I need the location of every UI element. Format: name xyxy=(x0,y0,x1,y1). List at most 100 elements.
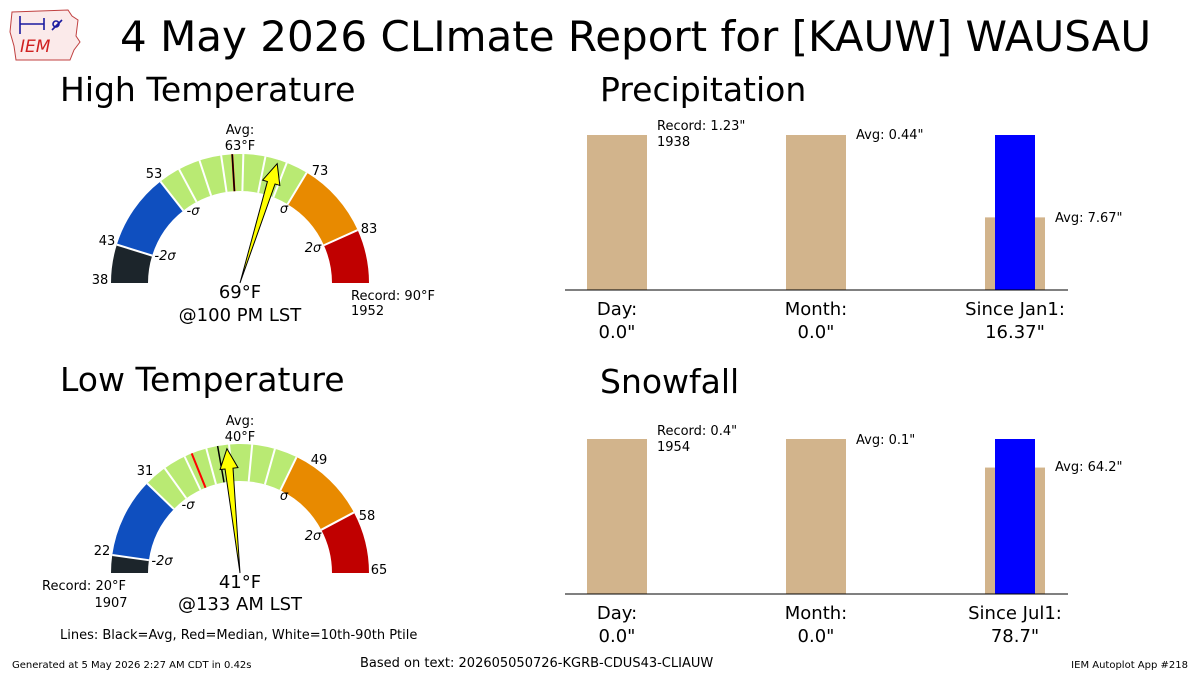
percentile-line xyxy=(183,456,202,491)
tick-label: 83 xyxy=(361,222,378,237)
tick-label: 65 xyxy=(371,563,388,578)
band-divider-line xyxy=(112,554,150,562)
avg-label: Avg: xyxy=(226,414,254,429)
gauge-band xyxy=(323,230,369,283)
high-temp-title: High Temperature xyxy=(60,70,356,109)
needle-arrow xyxy=(219,447,241,574)
band-divider-line xyxy=(286,172,308,205)
observed-bar xyxy=(995,135,1035,290)
gauge-band xyxy=(287,172,358,246)
gauge-band xyxy=(321,512,369,573)
gauge-percentile-lines xyxy=(116,154,359,257)
record-label: Record: 20°F xyxy=(42,579,126,594)
category-label: Month: xyxy=(785,603,847,624)
footer-source: Based on text: 202605050726-KGRB-CDUS43-… xyxy=(360,656,714,671)
high-temp-gauge: Avg: 63°F 38 43 53 73 83 -2σ -σ σ 2σ 69°… xyxy=(92,123,435,326)
precip-title: Precipitation xyxy=(600,70,807,109)
bar-annotation: Avg: 0.44" xyxy=(856,128,924,143)
tick-label: 53 xyxy=(146,167,163,182)
category-value: 78.7" xyxy=(991,626,1039,647)
tick-label: 73 xyxy=(312,164,329,179)
low-temp-gauge: Avg: 40°F 22 31 49 58 65 -2σ -σ σ 2σ 41°… xyxy=(42,414,388,615)
sigma-label: σ xyxy=(280,202,289,217)
gauge-band xyxy=(147,444,297,510)
category-label: Month: xyxy=(785,299,847,320)
band-divider-line xyxy=(146,482,175,510)
tick-label: 22 xyxy=(94,544,111,559)
percentile-line xyxy=(241,154,245,192)
sigma-label: -σ xyxy=(182,498,196,513)
gauge-bands xyxy=(111,444,369,573)
bar-annotation: Avg: 64.2" xyxy=(1055,460,1123,475)
record-year: 1952 xyxy=(351,304,384,319)
lines-legend-note: Lines: Black=Avg, Red=Median, White=10th… xyxy=(60,628,418,643)
observed-reading: 69°F xyxy=(219,282,261,303)
avg-value: 40°F xyxy=(225,430,256,445)
footer-app: IEM Autoplot App #218 xyxy=(1071,660,1188,671)
reference-bar xyxy=(786,135,846,290)
bar-annotation: 1938 xyxy=(657,135,690,150)
band-divider-line xyxy=(159,180,185,212)
gauge-needle xyxy=(239,162,281,284)
footer-generated: Generated at 5 May 2026 2:27 AM CDT in 0… xyxy=(12,660,252,671)
bar-annotation: 1954 xyxy=(657,440,690,455)
percentile-line xyxy=(247,444,254,482)
gauge-needle xyxy=(219,447,241,574)
gauge-band xyxy=(280,457,354,530)
avg-value: 63°F xyxy=(225,139,256,154)
category-value: 0.0" xyxy=(599,322,636,343)
percentile-line xyxy=(272,162,288,198)
band-divider-line xyxy=(320,511,355,531)
category-value: 0.0" xyxy=(798,322,835,343)
tick-label: 31 xyxy=(137,464,154,479)
low-temp-title: Low Temperature xyxy=(60,360,345,399)
category-value: 0.0" xyxy=(599,626,636,647)
iem-logo: IEM xyxy=(9,9,81,61)
tick-label: 38 xyxy=(92,273,109,288)
sigma-label: -2σ xyxy=(154,249,176,264)
snow-title: Snowfall xyxy=(600,362,740,401)
gauge-band xyxy=(111,244,153,283)
gauge-band xyxy=(112,483,174,561)
category-value: 16.37" xyxy=(985,322,1045,343)
needle-arrow xyxy=(239,162,281,284)
record-year: 1907 xyxy=(94,596,127,611)
percentile-line xyxy=(178,168,198,203)
percentile-line xyxy=(163,467,188,499)
sigma-label: 2σ xyxy=(305,529,322,544)
average-line xyxy=(216,445,225,483)
category-label: Day: xyxy=(597,299,637,320)
band-divider-line xyxy=(279,456,298,491)
average-line xyxy=(231,154,236,192)
gauge-band xyxy=(116,181,184,256)
gauge-bands xyxy=(111,154,369,283)
percentile-line xyxy=(220,155,228,193)
reference-bar xyxy=(786,439,846,594)
tick-label: 43 xyxy=(99,234,116,249)
iowa-outline-icon xyxy=(9,9,81,61)
observed-time: @133 AM LST xyxy=(178,594,303,615)
percentile-line xyxy=(198,160,213,196)
record-label: Record: 90°F xyxy=(351,289,435,304)
category-value: 0.0" xyxy=(798,626,835,647)
percentile-line xyxy=(263,448,276,485)
tick-label: 58 xyxy=(359,509,376,524)
sigma-label: -σ xyxy=(187,204,201,219)
band-divider-line xyxy=(323,229,359,247)
reference-bar xyxy=(587,135,647,290)
category-label: Day: xyxy=(597,603,637,624)
sigma-label: -2σ xyxy=(151,554,173,569)
snowfall-bar-chart: Record: 0.4" 1954 Avg: 0.1" Avg: 64.2" D… xyxy=(565,424,1123,647)
percentile-line xyxy=(205,448,217,485)
weather-instrument-icon xyxy=(19,16,63,34)
median-line xyxy=(190,453,207,489)
sigma-label: σ xyxy=(280,489,289,504)
observed-bar xyxy=(995,439,1035,594)
observed-time: @100 PM LST xyxy=(179,305,303,326)
avg-label: Avg: xyxy=(226,123,254,138)
sigma-label: 2σ xyxy=(305,241,322,256)
observed-reading: 41°F xyxy=(219,572,261,593)
band-divider-line xyxy=(116,243,153,257)
precip-bar-chart: Record: 1.23" 1938 Avg: 0.44" Avg: 7.67"… xyxy=(565,119,1123,343)
tick-label: 49 xyxy=(311,453,328,468)
